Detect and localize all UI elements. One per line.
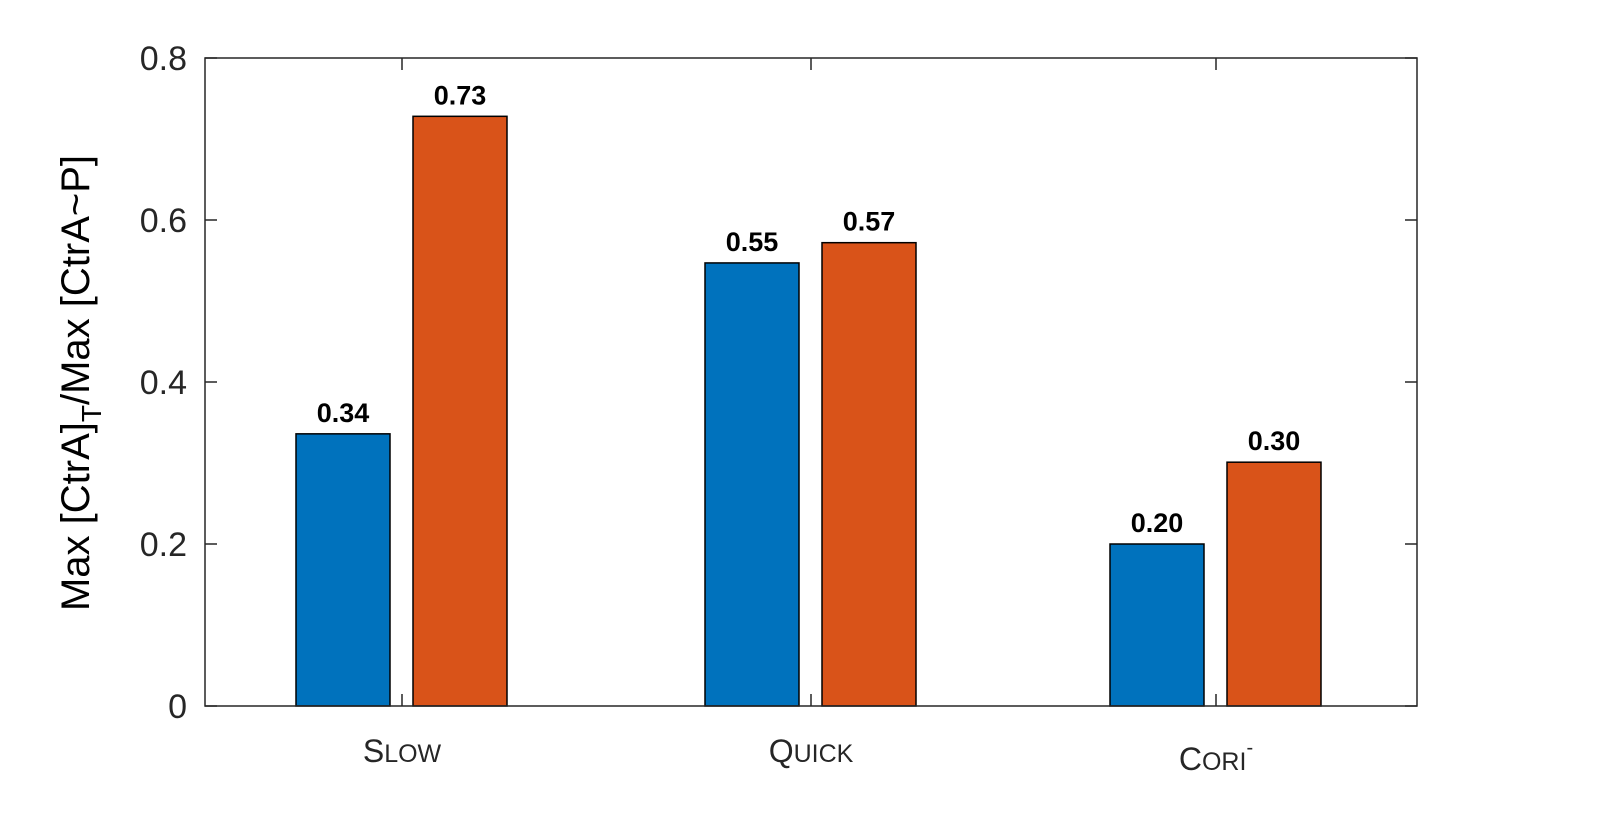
bar-cori-blue [1109, 543, 1205, 707]
value-label-cori-orange: 0.30 [1248, 426, 1301, 456]
bar-slow-blue [295, 433, 391, 707]
bar-quick-blue [704, 262, 800, 707]
bar-slow-orange [412, 115, 508, 707]
y-axis-label: Max [CtrA]T/Max [CtrA~P] [54, 155, 107, 611]
value-label-slow-orange: 0.73 [434, 80, 487, 110]
y-tick-label-3: 0.6 [140, 202, 187, 240]
y-tick-label-1: 0.2 [140, 526, 187, 564]
value-label-slow-blue: 0.34 [317, 398, 370, 428]
bar-cori-orange [1226, 461, 1322, 707]
y-tick-label-4: 0.8 [140, 40, 187, 78]
y-tick-labels: 0 0.2 0.4 0.6 0.8 [140, 40, 187, 726]
value-label-quick-orange: 0.57 [843, 207, 896, 237]
y-tick-label-0: 0 [168, 688, 187, 726]
value-labels: 0.34 0.55 0.20 0.73 0.57 0.30 [317, 80, 1301, 538]
plot-background [205, 58, 1417, 706]
bar-quick-orange [821, 241, 917, 707]
x-tick-label-cori: CORI- [1179, 737, 1253, 777]
value-label-quick-blue: 0.55 [726, 227, 779, 257]
bars-group [295, 115, 1322, 707]
value-label-cori-blue: 0.20 [1131, 508, 1184, 538]
x-tick-label-quick: QUICK [769, 733, 854, 769]
x-tick-label-slow: SLOW [363, 733, 442, 769]
y-tick-label-2: 0.4 [140, 364, 187, 402]
plot-frame [204, 57, 1418, 707]
